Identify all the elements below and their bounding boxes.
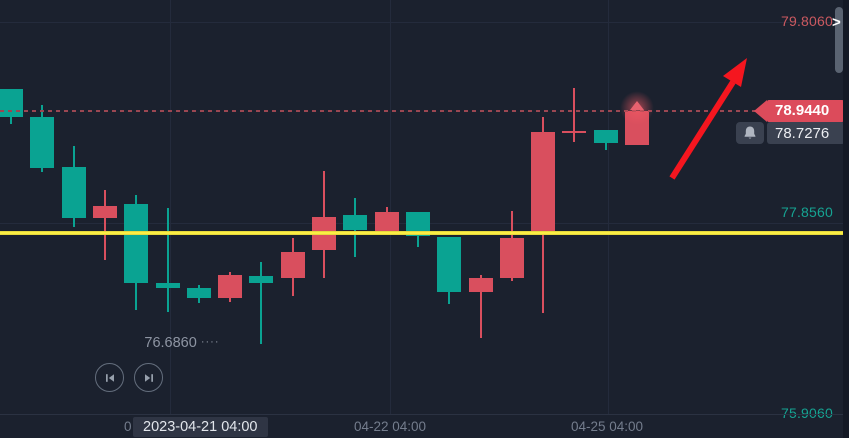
current-price-badge: 78.9440 — [754, 99, 845, 122]
candle-body — [280, 251, 305, 278]
candle-body — [30, 116, 55, 168]
candle-wick — [573, 87, 576, 142]
horizontal-gridline — [0, 22, 845, 23]
price-axis-label: 79.8060 — [780, 13, 833, 29]
candle-body — [499, 237, 524, 278]
low-price-value: 76.6860 — [144, 334, 197, 351]
vertical-gridline — [608, 0, 609, 414]
candle-body — [531, 131, 556, 232]
scrollbar-thumb[interactable] — [835, 7, 843, 73]
candle-body — [61, 166, 86, 218]
skip-to-end-icon — [144, 373, 153, 382]
candle-body — [593, 130, 618, 144]
price-axis-label: 75.9060 — [780, 405, 833, 421]
candle-body — [468, 277, 493, 292]
bell-icon — [744, 126, 756, 139]
candle-body — [155, 283, 180, 288]
badge-arrow-tip — [754, 99, 767, 122]
alert-price-badge[interactable]: 78.7276 — [767, 122, 845, 145]
alert-bell-button[interactable] — [736, 122, 764, 145]
candle-body — [343, 214, 368, 231]
annotation-dotted-leader: ···· — [200, 335, 220, 348]
candle-body — [218, 274, 243, 298]
skip-to-end-button[interactable] — [134, 363, 163, 392]
time-axis-label: 04-22 04:00 — [353, 419, 427, 434]
last-candle-peak-marker — [630, 100, 644, 110]
time-axis-separator — [0, 414, 845, 415]
candle-body — [186, 287, 211, 298]
chevron-right-icon[interactable]: > — [832, 14, 841, 31]
candle-body — [124, 203, 149, 284]
candle-body — [437, 236, 462, 292]
candle-body — [249, 276, 274, 283]
candle-wick — [260, 261, 263, 344]
time-axis-label: 04-25 04:00 — [570, 419, 644, 434]
low-price-annotation: 76.6860 ···· — [144, 335, 219, 351]
alert-price-value: 78.7276 — [775, 124, 830, 142]
yellow-horizontal-line[interactable] — [0, 231, 843, 236]
candle-wick — [479, 274, 482, 338]
candle-body — [562, 130, 587, 133]
candle-body — [374, 211, 399, 232]
current-price-value: 78.9440 — [775, 102, 830, 120]
skip-to-start-icon — [105, 373, 114, 382]
candle-wick — [166, 207, 169, 312]
crosshair-date-text: 2023-04-21 04:00 — [143, 419, 258, 435]
scrollbar-track[interactable] — [843, 0, 849, 438]
vertical-gridline — [390, 0, 391, 414]
price-axis-label: 77.8560 — [780, 204, 833, 220]
crosshair-date-label: 2023-04-21 04:00 — [133, 417, 268, 437]
skip-to-start-button[interactable] — [95, 363, 124, 392]
current-price-dashed-line — [0, 109, 756, 112]
candle-wick — [103, 190, 106, 261]
vertical-gridline — [170, 0, 171, 414]
partial-axis-label: 0 — [124, 419, 132, 434]
candle-body — [92, 206, 117, 218]
